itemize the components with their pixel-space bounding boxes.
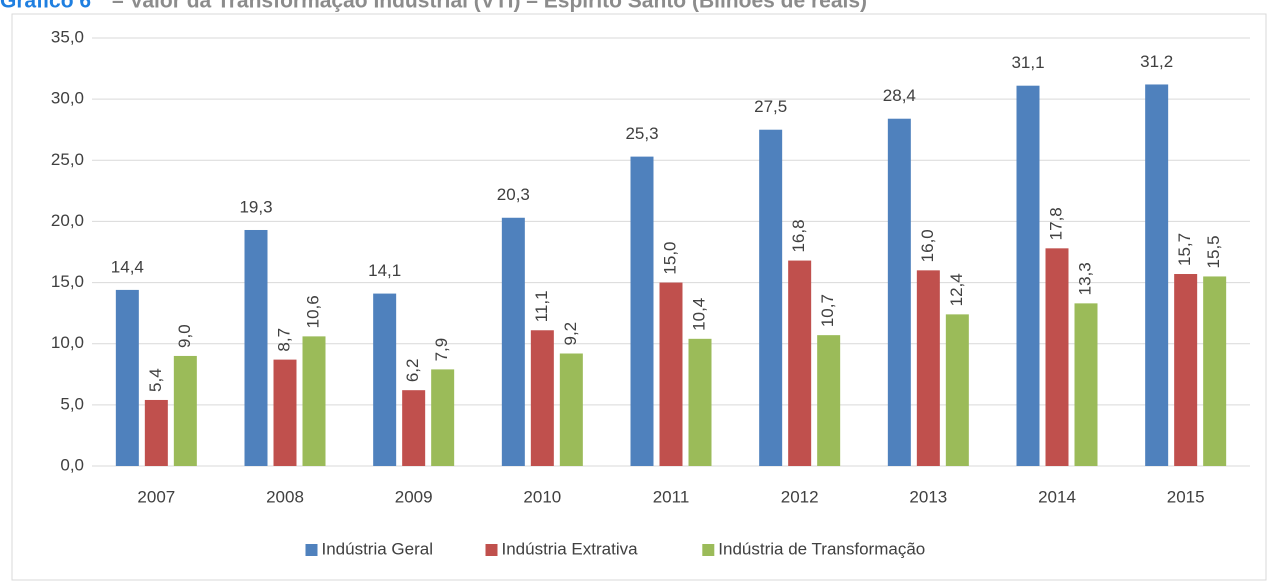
data-label: 5,4 (146, 368, 165, 392)
chart-title-label: Gráfico 6 (0, 0, 91, 13)
data-label: 9,2 (561, 322, 580, 346)
bar (788, 260, 812, 466)
x-tick-label: 2007 (137, 487, 175, 506)
x-tick-label: 2010 (523, 487, 561, 506)
x-tick-label: 2013 (909, 487, 947, 506)
y-tick-label: 5,0 (60, 394, 84, 413)
bar (373, 293, 397, 466)
data-label: 10,4 (689, 298, 708, 331)
y-tick-label: 15,0 (51, 272, 84, 291)
legend-swatch (485, 544, 498, 556)
data-label: 11,1 (532, 290, 551, 322)
bar (887, 118, 911, 467)
bar (501, 217, 525, 466)
y-tick-label: 25,0 (51, 150, 84, 169)
data-label: 15,5 (1204, 235, 1223, 268)
bar (630, 156, 654, 467)
legend-label: Indústria Geral (322, 539, 434, 558)
data-label: 17,8 (1046, 207, 1065, 240)
bar (302, 336, 326, 466)
bar (273, 359, 297, 466)
x-tick-label: 2014 (1038, 487, 1076, 506)
data-label: 31,2 (1140, 52, 1173, 71)
bar (759, 129, 783, 466)
bar (659, 282, 683, 466)
bar (431, 369, 455, 466)
bar (559, 353, 583, 466)
bar (144, 399, 168, 466)
chart-border (11, 13, 1267, 581)
data-label: 14,4 (111, 257, 144, 276)
legend-swatch (702, 544, 715, 556)
bar (1074, 303, 1098, 466)
y-tick-label: 20,0 (51, 211, 84, 230)
data-label: 27,5 (754, 97, 787, 116)
data-label: 9,0 (175, 324, 194, 348)
data-label: 28,4 (883, 86, 916, 105)
bar (1016, 85, 1040, 466)
data-label: 6,2 (403, 359, 422, 383)
bar (817, 335, 841, 466)
bar (1045, 248, 1069, 466)
y-tick-label: 35,0 (51, 27, 84, 46)
data-label: 13,3 (1075, 262, 1094, 295)
data-label: 8,7 (274, 328, 293, 352)
y-tick-label: 30,0 (51, 89, 84, 108)
y-tick-label: 10,0 (51, 333, 84, 352)
data-label: 16,0 (918, 229, 937, 262)
data-label: 15,0 (660, 241, 679, 274)
bar (244, 229, 268, 466)
data-label: 12,4 (947, 273, 966, 306)
bar (530, 330, 554, 466)
x-tick-label: 2012 (781, 487, 819, 506)
data-label: 16,8 (789, 219, 808, 252)
bar (1174, 274, 1198, 466)
data-label: 10,6 (303, 295, 322, 328)
bar (402, 390, 426, 466)
bar (916, 270, 940, 466)
data-label: 20,3 (497, 185, 530, 204)
bar (1145, 84, 1169, 467)
bar (688, 338, 712, 466)
bar (1203, 276, 1227, 466)
data-label: 25,3 (625, 124, 658, 143)
y-tick-label: 0,0 (60, 455, 84, 474)
x-tick-label: 2009 (395, 487, 433, 506)
x-tick-label: 2008 (266, 487, 304, 506)
data-label: 19,3 (239, 197, 272, 216)
legend-label: Indústria de Transformação (718, 539, 925, 558)
data-label: 15,7 (1175, 233, 1194, 266)
legend-swatch (305, 544, 318, 556)
x-tick-label: 2015 (1167, 487, 1205, 506)
legend-label: Indústria Extrativa (502, 539, 639, 558)
data-label: 10,7 (818, 294, 837, 327)
data-label: 31,1 (1011, 53, 1044, 72)
x-tick-label: 2011 (653, 487, 690, 506)
chart-title: – Valor da Transformação Industrial (VTI… (112, 0, 867, 13)
data-label: 7,9 (432, 338, 451, 362)
bar (945, 314, 969, 466)
bar (173, 355, 197, 466)
bar (115, 289, 139, 466)
data-label: 14,1 (368, 261, 401, 280)
